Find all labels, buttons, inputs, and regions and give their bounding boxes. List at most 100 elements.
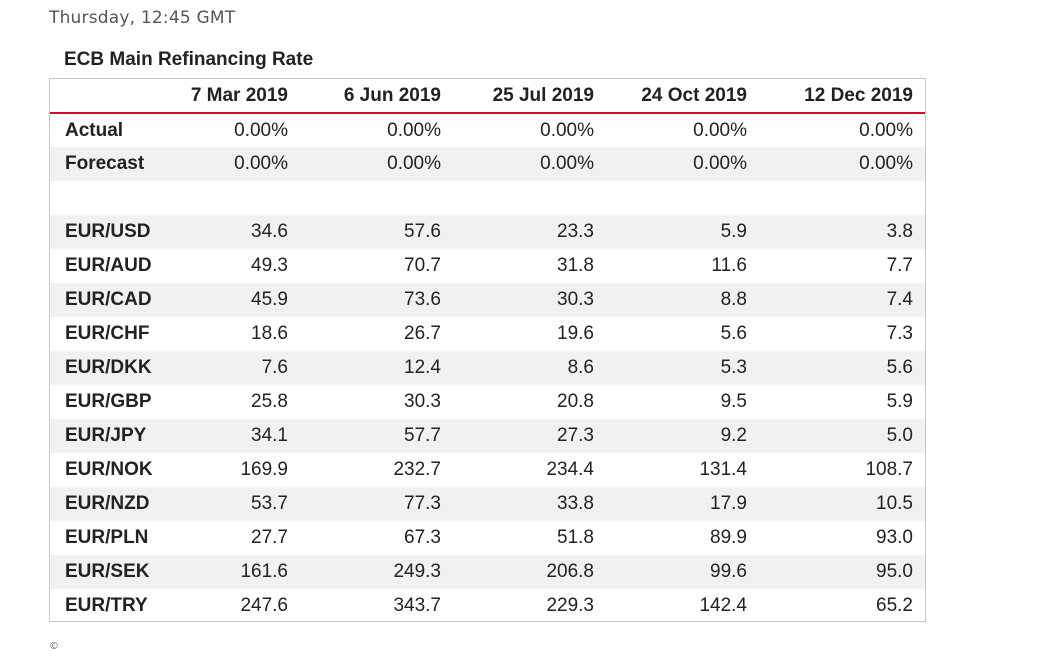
row-label — [50, 181, 150, 215]
table-cell: 30.3 — [404, 391, 441, 412]
row-label: EUR/JPY — [50, 419, 150, 453]
table-cell: 18.6 — [251, 323, 288, 344]
table-cell: 0.00% — [302, 147, 455, 181]
table-cell: 17.9 — [608, 487, 761, 521]
table-cell: 27.3 — [455, 419, 608, 453]
table-cell: 20.8 — [557, 391, 594, 412]
header-cell-corner — [50, 79, 150, 114]
header-cell-date: 12 Dec 2019 — [761, 79, 925, 114]
table-cell: 5.9 — [608, 215, 761, 249]
table-cell — [150, 181, 302, 215]
table-cell: 8.6 — [455, 351, 608, 385]
rates-table: 7 Mar 2019 6 Jun 2019 25 Jul 2019 24 Oct… — [50, 79, 925, 621]
table-cell: 229.3 — [546, 595, 594, 616]
table-cell: 7.4 — [761, 283, 925, 317]
table-cell — [761, 181, 925, 215]
table-cell: 0.00% — [761, 147, 925, 181]
table-cell — [455, 181, 608, 215]
table-header-row: 7 Mar 2019 6 Jun 2019 25 Jul 2019 24 Oct… — [50, 79, 925, 114]
table-cell: 34.6 — [150, 215, 302, 249]
table-cell: 93.0 — [876, 527, 913, 548]
table-row: EUR/SEK 161.6 249.3 206.8 99.6 95.0 — [50, 555, 925, 589]
header-cell-date: 24 Oct 2019 — [608, 79, 761, 114]
table-cell: 95.0 — [761, 555, 925, 589]
table-cell: 0.00% — [455, 147, 608, 181]
table-cell: 169.9 — [240, 459, 288, 480]
table-cell: 89.9 — [710, 527, 747, 548]
table-cell: 26.7 — [404, 323, 441, 344]
table-row: EUR/CAD 45.9 73.6 30.3 8.8 7.4 — [50, 283, 925, 317]
table-row: EUR/PLN 27.7 67.3 51.8 89.9 93.0 — [50, 521, 925, 555]
timestamp: Thursday, 12:45 GMT — [49, 8, 236, 28]
row-label: EUR/CHF — [65, 323, 150, 344]
table-cell: 9.2 — [608, 419, 761, 453]
table-cell: 0.00% — [387, 119, 441, 141]
table-cell: 51.8 — [557, 527, 594, 548]
copyright-symbol: © — [49, 641, 59, 652]
table-cell: 33.8 — [455, 487, 608, 521]
table-row: EUR/CHF 18.6 26.7 19.6 5.6 7.3 — [50, 317, 925, 351]
row-label: EUR/DKK — [50, 351, 152, 385]
table-cell: 10.5 — [761, 487, 925, 521]
table-cell: 131.4 — [699, 459, 747, 480]
table-cell: 5.0 — [761, 419, 925, 453]
row-label: EUR/TRY — [65, 595, 148, 616]
table-cell: 49.3 — [251, 255, 288, 276]
table-cell: 232.7 — [393, 459, 441, 480]
table-cell: 11.6 — [711, 255, 747, 276]
table-row: EUR/TRY 247.6 343.7 229.3 142.4 65.2 — [50, 589, 925, 621]
table-cell: 99.6 — [608, 555, 761, 589]
table-cell: 7.7 — [886, 255, 913, 276]
header-cell-date: 6 Jun 2019 — [302, 79, 455, 114]
table-cell: 0.00% — [859, 119, 913, 141]
table-cell: 7.6 — [150, 351, 302, 385]
table-cell: 5.6 — [720, 323, 747, 344]
table-cell: 45.9 — [150, 283, 302, 317]
table-cell: 65.2 — [876, 595, 913, 616]
table-cell — [608, 181, 761, 215]
table-row: Actual 0.00% 0.00% 0.00% 0.00% 0.00% — [50, 113, 925, 147]
table-cell: 0.00% — [540, 119, 594, 141]
table-row: EUR/NZD 53.7 77.3 33.8 17.9 10.5 — [50, 487, 925, 521]
table-cell: 249.3 — [302, 555, 455, 589]
table-cell: 0.00% — [693, 119, 747, 141]
row-label: EUR/NZD — [50, 487, 150, 521]
table-cell: 142.4 — [699, 595, 747, 616]
row-label: Actual — [65, 119, 124, 141]
table-cell: 5.9 — [886, 391, 913, 412]
table-cell: 9.5 — [720, 391, 747, 412]
table-cell: 73.6 — [302, 283, 455, 317]
table-cell — [302, 181, 455, 215]
table-cell: 57.6 — [302, 215, 455, 249]
table-row: Forecast 0.00% 0.00% 0.00% 0.00% 0.00% — [50, 147, 925, 181]
table-cell: 25.8 — [251, 391, 288, 412]
table-cell: 34.1 — [150, 419, 302, 453]
table-row: EUR/DKK 7.6 12.4 8.6 5.3 5.6 — [50, 351, 925, 385]
table-cell: 0.00% — [150, 147, 302, 181]
table-cell: 57.7 — [302, 419, 455, 453]
table-cell: 53.7 — [150, 487, 302, 521]
table-row: EUR/NOK 169.9 232.7 234.4 131.4 108.7 — [50, 453, 925, 487]
table-cell: 8.8 — [608, 283, 761, 317]
table-cell: 70.7 — [404, 255, 441, 276]
table-cell: 12.4 — [302, 351, 455, 385]
table-cell: 343.7 — [393, 595, 441, 616]
table-cell: 19.6 — [557, 323, 594, 344]
row-label: EUR/PLN — [65, 527, 149, 548]
table-cell: 3.8 — [761, 215, 925, 249]
table-cell: 5.3 — [608, 351, 761, 385]
table-cell: 234.4 — [546, 459, 594, 480]
header-cell-date: 7 Mar 2019 — [150, 79, 302, 114]
row-label: EUR/NOK — [65, 459, 153, 480]
table-cell: 0.00% — [234, 119, 288, 141]
table-row: EUR/USD 34.6 57.6 23.3 5.9 3.8 — [50, 215, 925, 249]
table-cell: 5.6 — [761, 351, 925, 385]
table-cell: 247.6 — [240, 595, 288, 616]
row-label: EUR/SEK — [50, 555, 150, 589]
table-row: EUR/GBP 25.8 30.3 20.8 9.5 5.9 — [50, 385, 925, 419]
table-cell: 0.00% — [608, 147, 761, 181]
table-cell: 206.8 — [455, 555, 608, 589]
table-cell: 27.7 — [251, 527, 288, 548]
table-cell: 108.7 — [865, 459, 913, 480]
row-label: EUR/USD — [50, 215, 151, 249]
